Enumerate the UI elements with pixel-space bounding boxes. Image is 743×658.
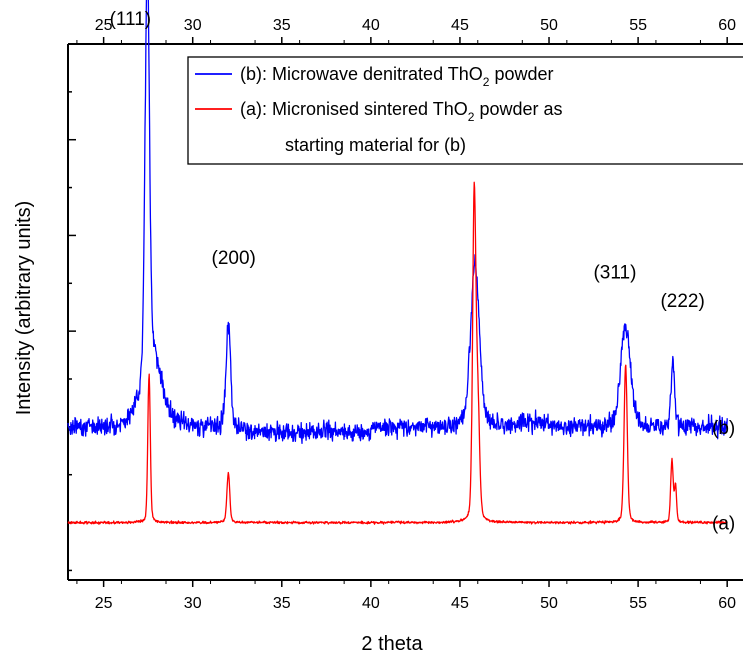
x-tick-label: 45 — [451, 595, 469, 612]
peak-label: (200) — [212, 248, 256, 269]
series-line-b — [67, 0, 728, 444]
top-x-tick-label: 55 — [629, 17, 647, 34]
legend: (b): Microwave denitrated ThO2 powder (a)… — [187, 56, 743, 165]
series-end-label-b: (b) — [712, 418, 735, 439]
series-layer: (b) (a) — [67, 0, 735, 535]
peak-label: (111) — [110, 9, 152, 30]
legend-box — [187, 56, 743, 165]
peak-label: (311) — [593, 263, 636, 284]
x-tick-label: 40 — [362, 595, 380, 612]
series-line-a — [67, 181, 728, 525]
top-x-tick-label: 25 — [95, 17, 113, 34]
legend-entry-a: (a): Micronised sintered ThO2 powder as — [240, 99, 563, 124]
x-tick-label: 25 — [95, 595, 113, 612]
legend-entry-b: (b): Microwave denitrated ThO2 powder — [240, 64, 554, 89]
x-tick-label: 50 — [540, 595, 558, 612]
top-x-tick-label: 30 — [184, 17, 202, 34]
x-tick-label: 30 — [184, 595, 202, 612]
top-x-tick-label: 60 — [718, 17, 736, 34]
peak-label: (222) — [660, 291, 704, 312]
axes: 25 25 30 30 35 35 40 40 45 45 50 50 55 55 60 60 — [67, 17, 743, 612]
legend-entry-a-line2: starting material for (b) — [285, 135, 466, 155]
y-axis-title: Intensity (arbitrary units) — [13, 201, 35, 416]
x-tick-label: 60 — [718, 595, 736, 612]
x-tick-label: 35 — [273, 595, 291, 612]
x-tick-label: 55 — [629, 595, 647, 612]
top-x-tick-label: 40 — [362, 17, 380, 34]
top-x-tick-label: 45 — [451, 17, 469, 34]
top-x-tick-label: 35 — [273, 17, 291, 34]
x-axis-title: 2 theta — [361, 633, 423, 655]
top-x-tick-label: 50 — [540, 17, 558, 34]
series-end-label-a: (a) — [712, 514, 735, 535]
